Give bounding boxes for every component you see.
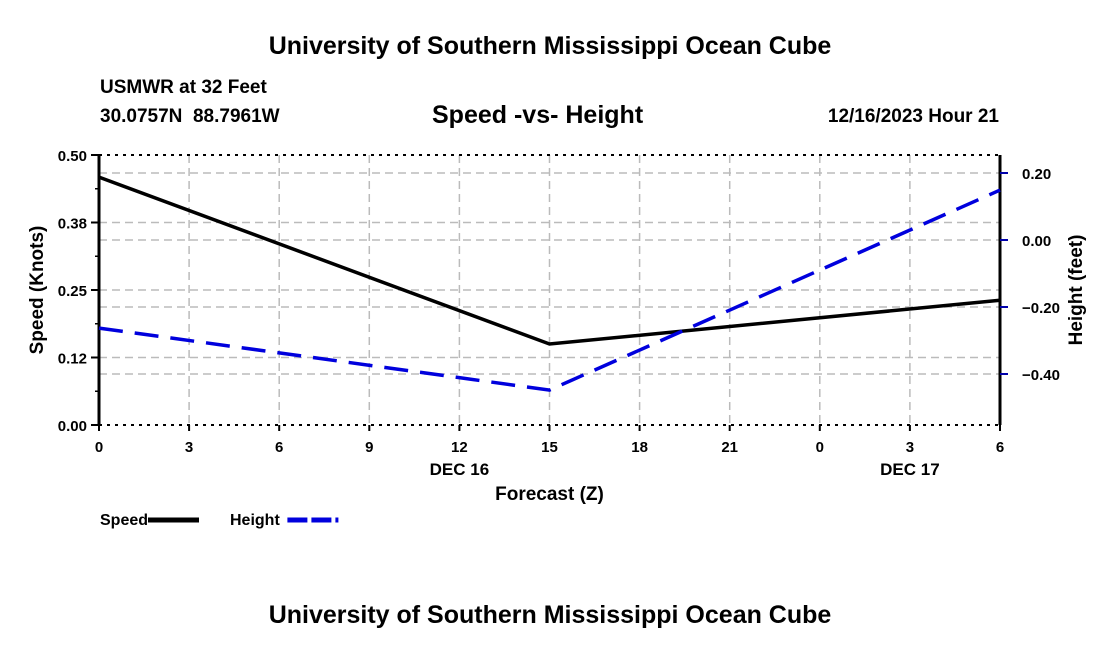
- x-tick-label: 15: [541, 439, 558, 456]
- y2-tick-label: 0.00: [1022, 233, 1051, 250]
- y2-tick-label: −0.20: [1022, 300, 1060, 317]
- x-tick-label: 0: [95, 439, 103, 456]
- series-line-speed: [98, 175, 1001, 346]
- station-label: USMWR at 32 Feet: [100, 77, 267, 98]
- y2-axis-title: Height (feet): [1066, 235, 1087, 346]
- date-label: 12/16/2023 Hour 21: [827, 106, 999, 127]
- footer-title: University of Southern Mississippi Ocean…: [268, 601, 832, 629]
- y-tick-label: 0.25: [58, 283, 87, 300]
- x-tick-label: 6: [275, 439, 283, 456]
- x-tick-label: 6: [996, 439, 1004, 456]
- x-axis-title: Forecast (Z): [495, 484, 604, 505]
- legend-label-speed: Speed: [100, 512, 148, 529]
- date-axis-label: DEC 17: [880, 460, 940, 479]
- y2-tick-label: −0.40: [1022, 367, 1060, 384]
- x-tick-label: 9: [365, 439, 373, 456]
- y-tick-label: 0.00: [58, 418, 87, 435]
- series-line-height: [98, 188, 1001, 392]
- y2-tick-label: 0.20: [1022, 166, 1051, 183]
- date-axis-label: DEC 16: [430, 460, 490, 479]
- x-tick-label: 3: [185, 439, 193, 456]
- legend-label-height: Height: [230, 512, 280, 529]
- chart-title: Speed -vs- Height: [432, 101, 644, 129]
- x-tick-label: 0: [816, 439, 824, 456]
- page-title: University of Southern Mississippi Ocean…: [268, 32, 832, 60]
- x-tick-label: 18: [631, 439, 648, 456]
- coords-label: 30.0757N 88.7961W: [100, 106, 280, 127]
- x-tick-label: 12: [451, 439, 468, 456]
- y-axis-title: Speed (Knots): [27, 226, 48, 355]
- y-tick-label: 0.38: [58, 216, 87, 233]
- y-tick-label: 0.50: [58, 148, 87, 165]
- x-tick-label: 21: [721, 439, 738, 456]
- y-tick-label: 0.12: [58, 351, 87, 368]
- x-tick-label: 3: [906, 439, 914, 456]
